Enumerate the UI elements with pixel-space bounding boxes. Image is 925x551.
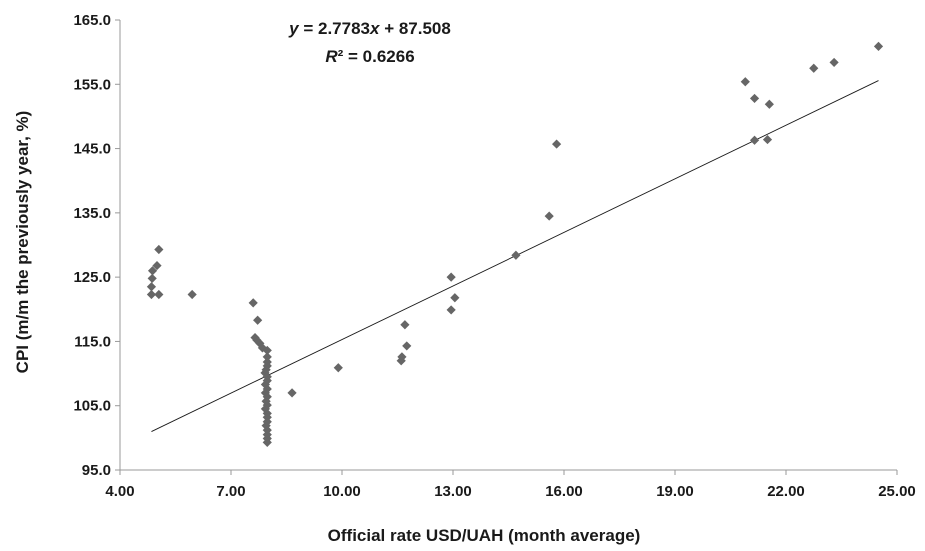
- data-point: [287, 388, 297, 398]
- data-point: [829, 57, 839, 68]
- y-axis-title: CPI (m/m the previously year, %): [13, 111, 32, 374]
- data-point: [262, 352, 272, 362]
- x-tick-label: 4.00: [105, 483, 134, 500]
- data-point: [450, 293, 460, 303]
- x-tick-label: 7.00: [216, 483, 245, 500]
- x-tick-label: 25.00: [878, 483, 916, 500]
- data-point: [154, 289, 164, 300]
- data-point: [764, 99, 774, 109]
- y-tick-label: 95.0: [82, 462, 111, 479]
- data-point: [146, 282, 157, 292]
- data-point: [749, 135, 760, 145]
- data-point: [262, 361, 272, 371]
- data-point: [257, 343, 268, 353]
- y-tick-label: 145.0: [73, 141, 111, 158]
- y-tick-label: 135.0: [73, 205, 111, 222]
- data-point: [261, 421, 271, 431]
- equation-line-1: y = 2.7783x + 87.508: [288, 19, 451, 38]
- data-point: [873, 41, 884, 51]
- y-tick-label: 115.0: [74, 333, 111, 350]
- data-point: [333, 363, 343, 373]
- x-tick-label: 16.00: [545, 483, 583, 500]
- data-point: [260, 368, 270, 378]
- data-point: [260, 404, 271, 414]
- data-point: [187, 289, 197, 300]
- data-point: [511, 250, 521, 260]
- y-tick-label: 125.0: [73, 269, 111, 286]
- data-point: [262, 400, 272, 410]
- data-point: [146, 289, 157, 300]
- tick-labels: 95.0 105.0 115.0 125.0 135.0 145.0 155.0 165.0 4…: [73, 12, 915, 500]
- equation-line-2: R² = 0.6266: [325, 47, 414, 66]
- data-point: [260, 388, 271, 398]
- data-point: [147, 273, 157, 284]
- data-point: [402, 341, 412, 351]
- data-point: [154, 244, 164, 255]
- data-point: [762, 134, 773, 145]
- data-point: [252, 335, 262, 345]
- data-point: [552, 139, 562, 149]
- data-points: [146, 41, 884, 447]
- x-tick-label: 10.00: [323, 483, 361, 500]
- data-point: [749, 93, 760, 104]
- data-point: [147, 266, 158, 276]
- y-tick-label: 105.0: [73, 398, 111, 415]
- data-point: [446, 272, 456, 282]
- y-tick-label: 155.0: [73, 76, 111, 93]
- data-point: [152, 260, 162, 271]
- data-point: [400, 320, 410, 330]
- data-point: [255, 338, 265, 348]
- data-point: [262, 376, 272, 386]
- data-point: [253, 315, 263, 325]
- data-point: [740, 77, 750, 87]
- x-tick-label: 19.00: [656, 483, 694, 500]
- data-point: [446, 305, 456, 315]
- x-tick-label: 13.00: [434, 483, 472, 500]
- data-point: [397, 352, 407, 362]
- data-point: [262, 345, 272, 356]
- axes: [115, 19, 898, 475]
- data-point: [262, 437, 272, 447]
- x-tick-label: 22.00: [767, 483, 805, 500]
- data-point: [248, 298, 258, 308]
- data-point: [544, 211, 554, 221]
- data-point: [809, 63, 819, 73]
- y-tick-label: 165.0: [73, 12, 111, 29]
- x-axis-title: Official rate USD/UAH (month average): [328, 526, 641, 545]
